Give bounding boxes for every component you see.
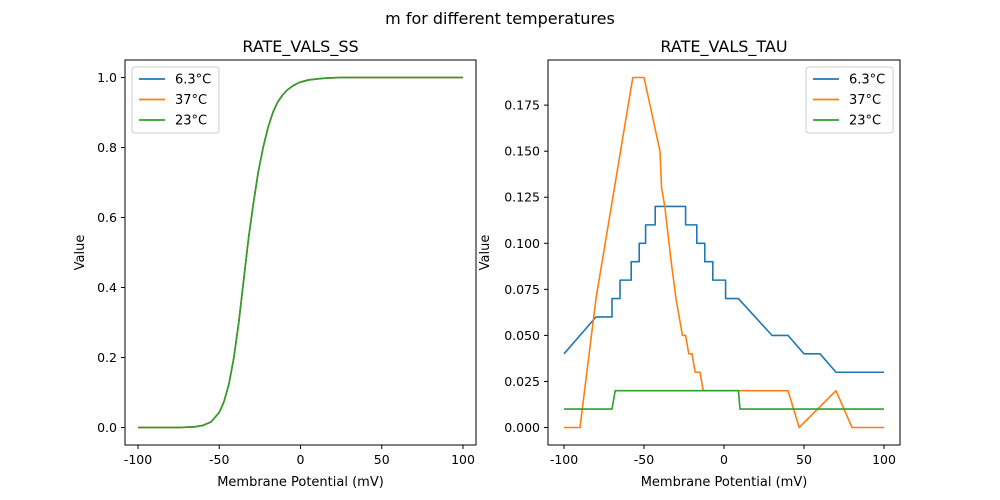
chart-tau-series-line-2	[564, 389, 884, 410]
chart-tau: RATE_VALS_TAU Membrane Potential (mV) Va…	[478, 37, 901, 490]
chart-ss-ylabel: Value	[73, 235, 88, 271]
chart-tau-axes-frame	[547, 59, 901, 446]
chart-ss: RATE_VALS_SS Membrane Potential (mV) Val…	[73, 37, 477, 490]
chart-tau-legend-label: 37°C	[849, 93, 881, 108]
chart-tau-ytick-label: 0.075	[504, 282, 540, 297]
chart-ss-xtick-label: 100	[451, 452, 475, 467]
chart-tau-xtick-label: 50	[796, 452, 812, 467]
chart-ss-xtick-label: 50	[374, 452, 390, 467]
chart-tau-ytick-label: 0.100	[504, 236, 540, 251]
chart-ss-series-line-2	[138, 76, 463, 429]
chart-tau-legend-label: 23°C	[849, 114, 881, 129]
chart-ss-legend-label: 23°C	[175, 114, 207, 129]
chart-ss-ytick-label: 0.8	[97, 140, 117, 155]
chart-tau-ytick-label: 0.175	[504, 98, 540, 113]
chart-ss-ytick-label: 0.0	[97, 420, 117, 435]
chart-ss-xlabel: Membrane Potential (mV)	[217, 475, 384, 490]
chart-tau-ytick-label: 0.000	[504, 420, 540, 435]
chart-ss-legend: 6.3°C 37°C 23°C	[131, 66, 220, 134]
chart-ss-legend-label: 37°C	[175, 93, 207, 108]
chart-tau-series-line-0	[563, 205, 884, 374]
chart-ss-axes-frame	[124, 59, 477, 446]
chart-ss-xtick-label: -100	[124, 452, 152, 467]
chart-tau-ytick-label: 0.025	[504, 374, 540, 389]
chart-tau-ytick-label: 0.125	[504, 190, 540, 205]
chart-tau-legend: 6.3°C 37°C 23°C	[805, 66, 894, 134]
chart-tau-xlabel: Membrane Potential (mV)	[641, 475, 808, 490]
chart-ss-xtick-label: -50	[209, 452, 229, 467]
chart-tau-ytick-label: 0.050	[504, 328, 540, 343]
chart-tau-ytick-label: 0.150	[504, 144, 540, 159]
chart-ss-ytick-label: 1.0	[97, 70, 117, 85]
chart-tau-xtick-label: 100	[872, 452, 896, 467]
chart-ss-ytick-label: 0.6	[97, 210, 117, 225]
chart-tau-xtick-label: -100	[550, 452, 578, 467]
chart-tau-ylabel: Value	[478, 235, 493, 271]
chart-tau-title: RATE_VALS_TAU	[660, 37, 787, 57]
chart-tau-legend-box	[805, 66, 894, 134]
chart-ss-ytick-label: 0.2	[97, 350, 117, 365]
chart-tau-xtick-label: 0	[720, 452, 728, 467]
chart-ss-xtick-label: 0	[297, 452, 305, 467]
chart-ss-title: RATE_VALS_SS	[242, 37, 358, 57]
chart-ss-legend-label: 6.3°C	[175, 73, 211, 88]
chart-tau-legend-label: 6.3°C	[849, 73, 885, 88]
chart-ss-legend-box	[131, 66, 220, 134]
chart-tau-xtick-label: -50	[634, 452, 654, 467]
figure-suptitle: m for different temperatures	[385, 9, 615, 28]
chart-ss-ytick-label: 0.4	[97, 280, 117, 295]
